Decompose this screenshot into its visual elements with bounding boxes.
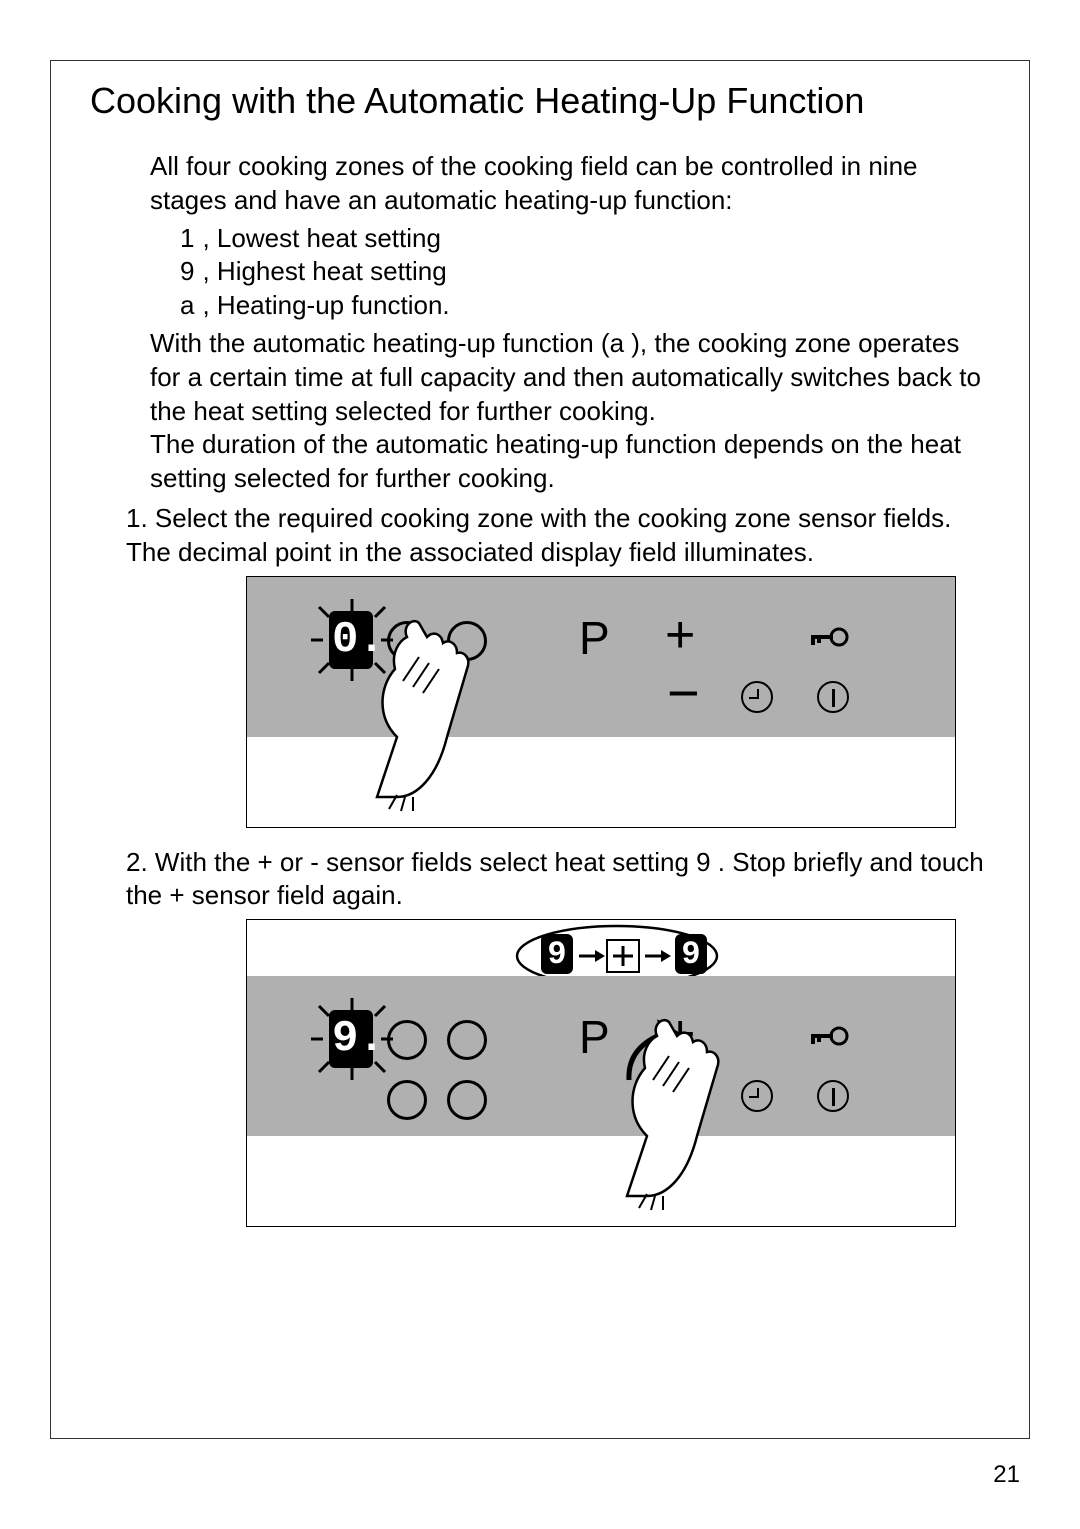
- panel-bottom-2: [247, 1136, 955, 1226]
- zone-circle-bl-2: [387, 1080, 427, 1120]
- setting-list: 1 , Lowest heat setting 9 , Highest heat…: [180, 222, 990, 323]
- key-icon-2: [807, 1022, 851, 1050]
- step-1: 1. Select the required cooking zone with…: [126, 502, 990, 570]
- setting-label-1: , Lowest heat setting: [202, 222, 440, 256]
- arrow-right-1-icon: [577, 946, 607, 966]
- setting-row-1: 1 , Lowest heat setting: [180, 222, 990, 256]
- step-2: 2. With the + or - sensor fields select …: [126, 846, 990, 914]
- illustration-1: 0. P + −: [246, 576, 956, 828]
- step-2-text: With the + or - sensor fields select hea…: [126, 847, 984, 911]
- arrow-right-2-icon: [643, 946, 673, 966]
- setting-label-3: , Heating-up function.: [202, 289, 449, 323]
- finger-icon-2: [597, 996, 757, 1216]
- minus-icon-1: −: [667, 665, 700, 721]
- setting-row-2: 9 , Highest heat setting: [180, 255, 990, 289]
- zone-circle-tr-2: [447, 1020, 487, 1060]
- clock-icon-1: [741, 681, 773, 713]
- step-1-text: Select the required cooking zone with th…: [126, 503, 951, 567]
- intro-para2: With the automatic heating-up function (…: [150, 327, 990, 428]
- illustration-2: 9 9: [246, 919, 956, 1227]
- bubble-digit-left: 9: [541, 934, 573, 974]
- zone-circle-tl-2: [387, 1020, 427, 1060]
- bubble-plus-icon: [605, 938, 641, 974]
- page-content: Cooking with the Automatic Heating-Up Fu…: [90, 80, 990, 1245]
- intro-para1: All four cooking zones of the cooking fi…: [150, 150, 990, 218]
- zone-circle-br-2: [447, 1080, 487, 1120]
- finger-icon-1: [347, 597, 507, 817]
- setting-code-1: 1: [180, 222, 194, 256]
- panel-bottom-1: [247, 737, 955, 827]
- step-1-num: 1.: [126, 503, 148, 533]
- page-number: 21: [993, 1461, 1020, 1489]
- setting-label-2: , Highest heat setting: [202, 255, 446, 289]
- plus-icon-1: +: [665, 609, 695, 661]
- p-symbol-1: P: [579, 609, 610, 669]
- setting-code-2: 9: [180, 255, 194, 289]
- section-title: Cooking with the Automatic Heating-Up Fu…: [90, 80, 990, 122]
- key-icon-1: [807, 623, 851, 651]
- setting-code-3: a: [180, 289, 194, 323]
- intro-para3: The duration of the automatic heating-up…: [150, 428, 990, 496]
- digit-display-2: 9.: [329, 1010, 373, 1068]
- intro-block: All four cooking zones of the cooking fi…: [150, 150, 990, 496]
- steps: 1. Select the required cooking zone with…: [126, 502, 990, 1227]
- power-icon-2: [817, 1080, 849, 1112]
- step-2-num: 2.: [126, 847, 148, 877]
- setting-row-3: a , Heating-up function.: [180, 289, 990, 323]
- bubble-digit-right: 9: [675, 934, 707, 974]
- power-icon-1: [817, 681, 849, 713]
